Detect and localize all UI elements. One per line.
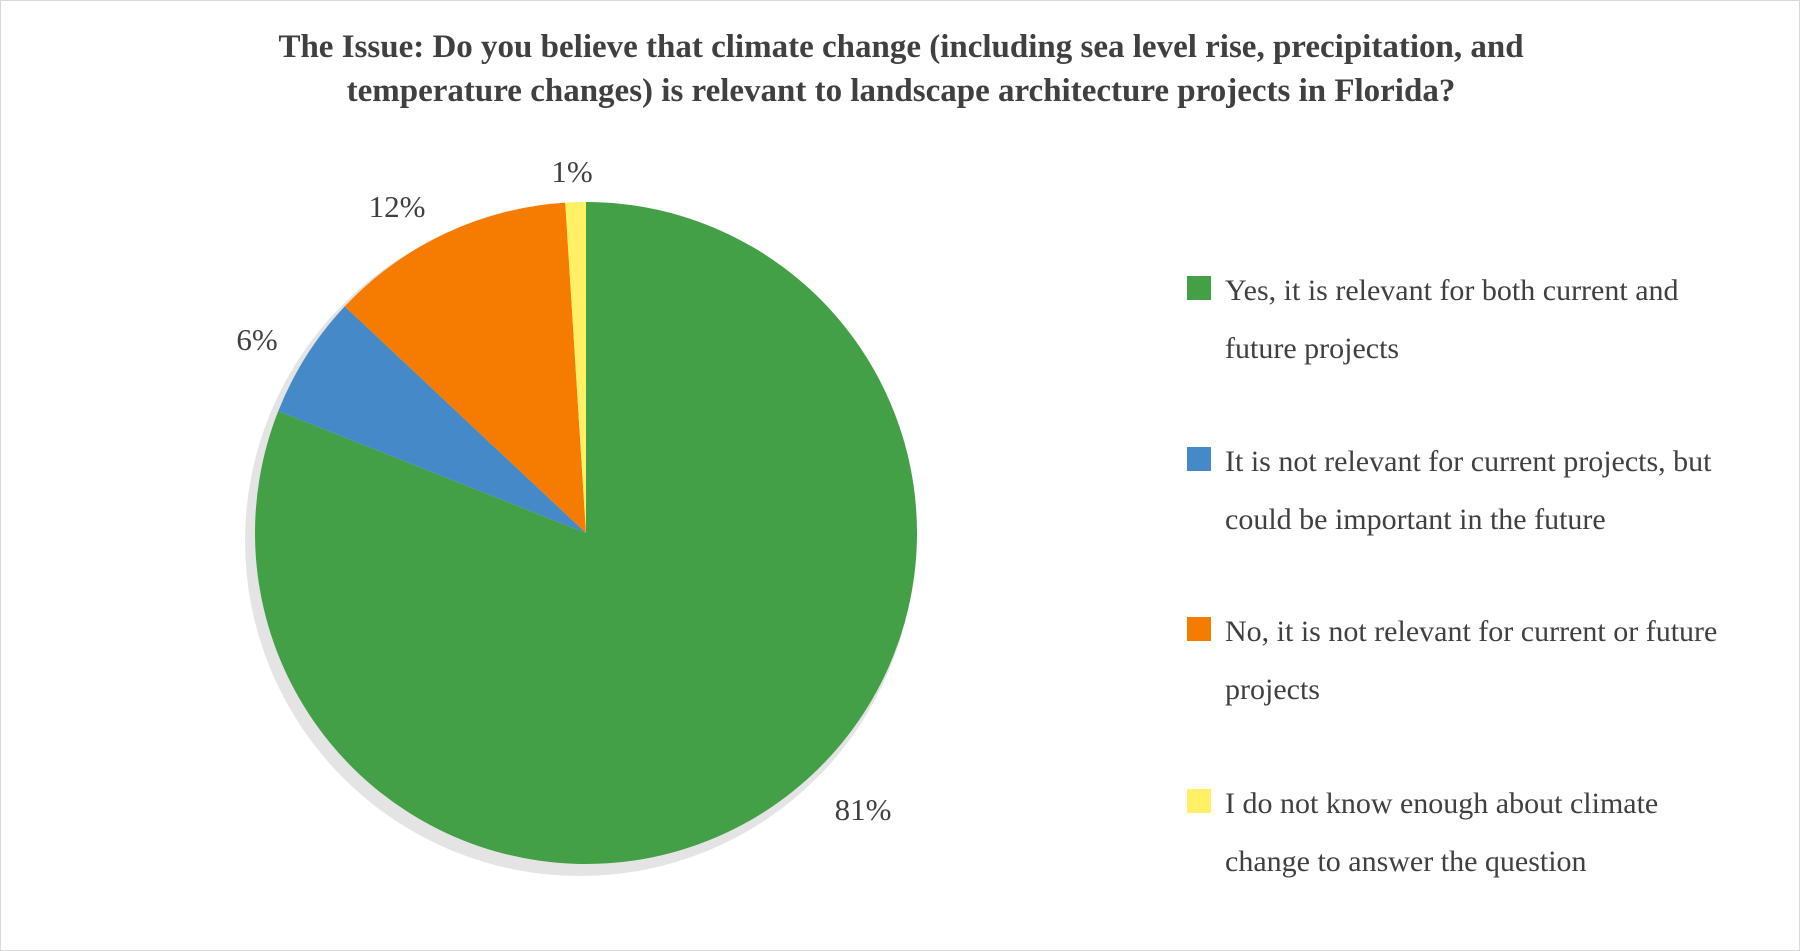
legend-label-line: It is not relevant for current projects,…: [1225, 445, 1712, 478]
legend-label-line: Yes, it is relevant for both current and: [1225, 274, 1679, 307]
data-label-2: 6%: [236, 322, 277, 357]
legend-label-line: projects: [1225, 673, 1320, 706]
legend-swatch: [1187, 447, 1211, 471]
legend-label: No, it is not relevant for current or fu…: [1225, 603, 1799, 719]
legend-label-line: change to answer the question: [1225, 845, 1587, 878]
legend-label-line: No, it is not relevant for current or fu…: [1225, 615, 1718, 648]
pie-slice-3: [344, 202, 586, 534]
legend-label: It is not relevant for current projects,…: [1225, 433, 1799, 549]
pie-chart: 81% 6% 12% 1%: [236, 154, 917, 876]
chart-title: The Issue: Do you believe that climate c…: [1, 25, 1799, 113]
data-label-4: 1%: [551, 154, 592, 189]
chart-title-line-1: The Issue: Do you believe that climate c…: [278, 29, 1524, 65]
legend-label: I do not know enough about climate change…: [1225, 775, 1799, 891]
chart-title-line-2: temperature changes) is relevant to land…: [346, 73, 1456, 109]
legend-swatch: [1187, 276, 1211, 300]
legend-swatch: [1187, 617, 1211, 641]
data-label-3: 12%: [369, 189, 426, 224]
pie-slice-2: [278, 306, 586, 533]
legend-label: Yes, it is relevant for both current and…: [1225, 262, 1799, 378]
legend-swatch: [1187, 789, 1211, 813]
legend-label-line: I do not know enough about climate: [1225, 787, 1659, 820]
legend-label-line: could be important in the future: [1225, 503, 1606, 536]
data-label-1: 81%: [835, 792, 892, 827]
pie-slice-4: [565, 202, 586, 533]
legend-label-line: future projects: [1225, 332, 1400, 365]
